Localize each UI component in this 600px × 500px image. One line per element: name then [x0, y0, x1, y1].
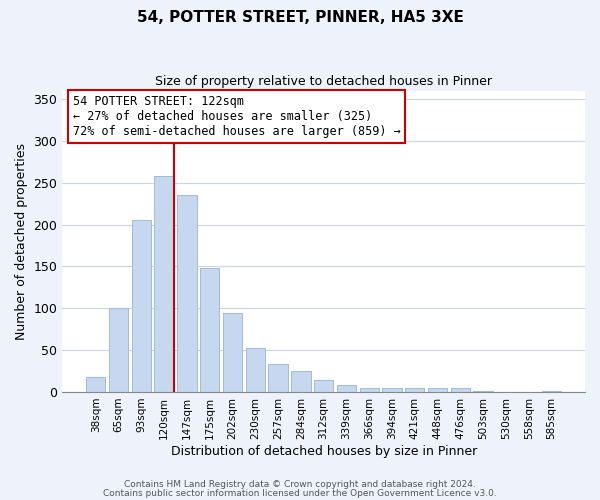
Bar [291, 371, 311, 392]
Bar [473, 391, 493, 392]
Y-axis label: Number of detached properties: Number of detached properties [15, 143, 28, 340]
Bar [245, 348, 265, 392]
Bar [451, 388, 470, 392]
Bar [223, 314, 242, 392]
Bar [177, 195, 197, 392]
Bar [359, 388, 379, 392]
Bar [131, 220, 151, 392]
Bar [382, 388, 402, 392]
Bar [154, 176, 174, 392]
Bar [314, 380, 334, 392]
Text: Contains HM Land Registry data © Crown copyright and database right 2024.: Contains HM Land Registry data © Crown c… [124, 480, 476, 489]
Bar [109, 308, 128, 392]
Text: 54 POTTER STREET: 122sqm
← 27% of detached houses are smaller (325)
72% of semi-: 54 POTTER STREET: 122sqm ← 27% of detach… [73, 95, 400, 138]
Bar [268, 364, 288, 392]
Bar [200, 268, 220, 392]
Text: Contains public sector information licensed under the Open Government Licence v3: Contains public sector information licen… [103, 488, 497, 498]
Bar [405, 388, 424, 392]
Bar [86, 377, 106, 392]
X-axis label: Distribution of detached houses by size in Pinner: Distribution of detached houses by size … [170, 444, 477, 458]
Bar [542, 391, 561, 392]
Text: 54, POTTER STREET, PINNER, HA5 3XE: 54, POTTER STREET, PINNER, HA5 3XE [137, 10, 463, 25]
Title: Size of property relative to detached houses in Pinner: Size of property relative to detached ho… [155, 75, 492, 88]
Bar [428, 388, 447, 392]
Bar [337, 386, 356, 392]
